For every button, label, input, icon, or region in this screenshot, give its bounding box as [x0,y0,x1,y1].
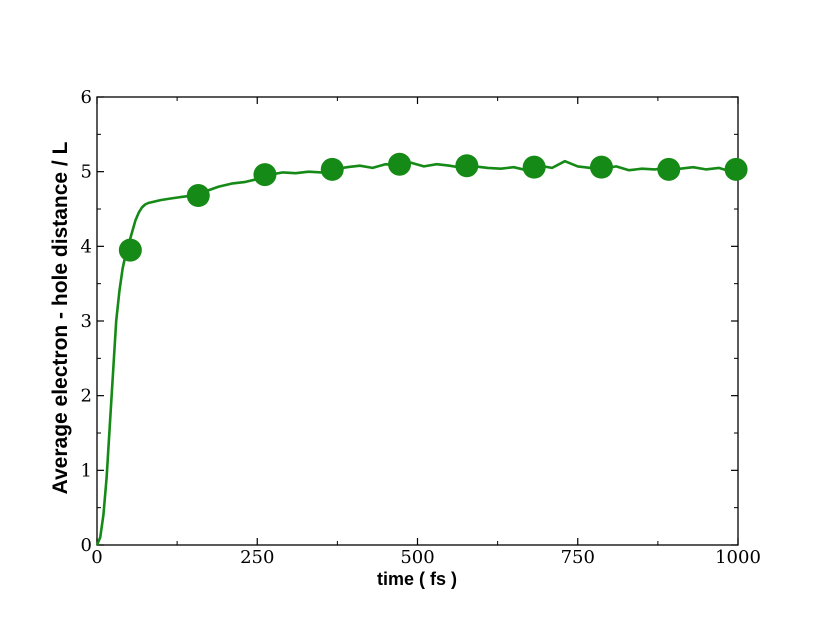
y-tick-label: 1 [81,460,92,481]
x-tick-label: 250 [240,547,274,568]
series-line [95,159,739,546]
x-tick-label: 750 [561,547,595,568]
y-tick-label: 6 [81,87,92,108]
series-layer [95,152,748,546]
y-tick-label: 4 [81,236,92,257]
y-tick-label: 0 [81,535,92,556]
data-point [589,155,613,179]
y-tick-label: 2 [81,386,92,407]
data-point [455,154,479,178]
y-tick-label: 3 [81,311,92,332]
x-axis-label: time ( fs ) [377,569,457,589]
data-point [724,157,748,181]
data-point [320,157,344,181]
y-tick-label: 5 [81,162,92,183]
x-tick-label: 500 [400,547,434,568]
axis-ticks: 0 250 500 750 1000 0 1 2 3 4 5 6 [81,87,761,568]
y-axis-label: Average electron - hole distance / L [49,141,72,494]
x-tick-label: 1000 [715,547,761,568]
data-point [657,157,681,181]
data-point [522,155,546,179]
data-point [388,152,412,176]
x-tick-label: 0 [91,547,102,568]
data-point [118,238,142,262]
data-point [253,163,277,187]
data-point [186,184,210,208]
